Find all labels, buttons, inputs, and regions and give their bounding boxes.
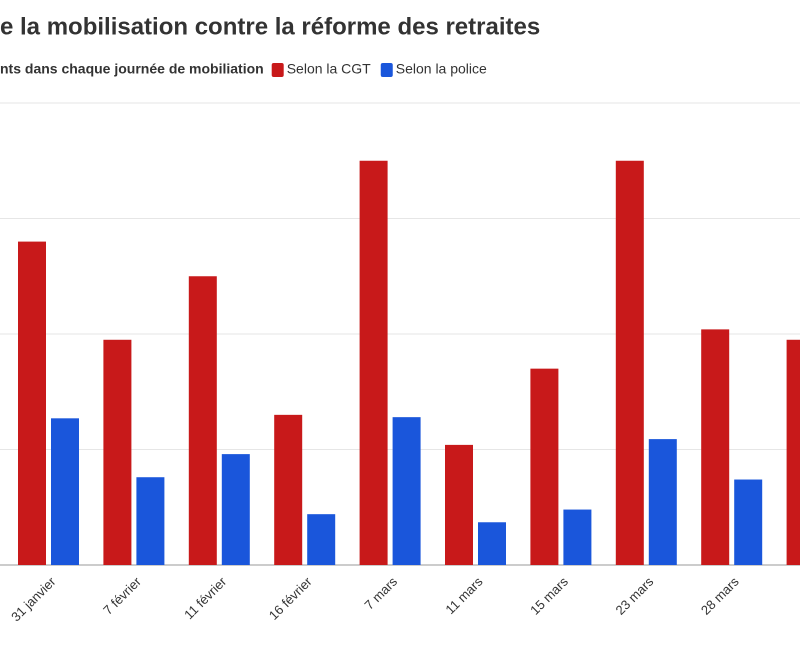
bar (563, 509, 592, 565)
bar (136, 477, 165, 565)
bar (307, 514, 336, 565)
x-tick-label: 7 mars (361, 574, 400, 613)
x-tick-label: 28 mars (698, 574, 742, 618)
bar (188, 276, 217, 565)
legend-label: Selon la CGT (287, 61, 371, 77)
x-tick-label: 7 février (100, 573, 144, 617)
bar (786, 339, 800, 565)
x-tick-label: 11 mars (442, 574, 485, 617)
x-tick-label: 15 mars (527, 574, 571, 618)
bar (734, 479, 763, 565)
x-tick-label: 31 janvier (8, 573, 59, 624)
bar (615, 160, 644, 565)
legend-title: nts dans chaque journée de mobiliation (0, 61, 264, 77)
chart-title: e la mobilisation contre la réforme des … (0, 13, 540, 40)
bar (274, 414, 303, 565)
x-tick-label: 11 février (181, 573, 230, 622)
bar (221, 454, 250, 565)
bar (445, 444, 473, 565)
legend-label: Selon la police (396, 61, 487, 77)
bar (103, 339, 132, 565)
bar (51, 418, 79, 565)
legend-swatch (380, 63, 393, 77)
x-tick-label: 16 février (266, 573, 315, 622)
bar (701, 329, 730, 565)
x-tick-label: 23 mars (613, 574, 657, 618)
bar (359, 160, 388, 565)
bar (530, 368, 559, 565)
bar (478, 522, 506, 565)
bar (648, 439, 677, 565)
legend-swatch (271, 63, 284, 77)
bar (18, 241, 46, 565)
bar (392, 417, 421, 565)
